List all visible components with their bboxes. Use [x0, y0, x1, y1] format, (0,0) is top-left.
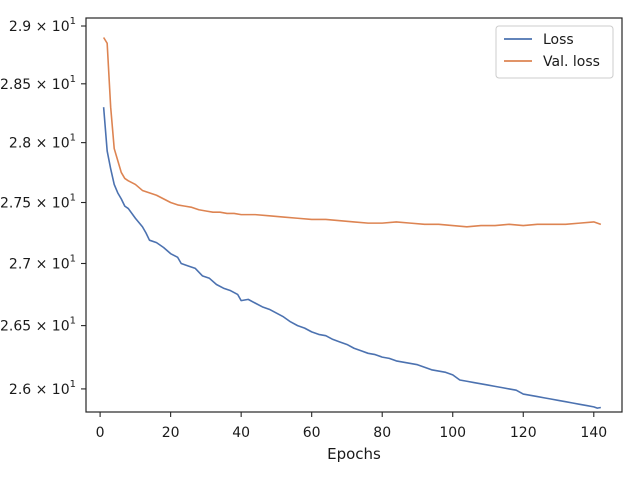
x-tick-label: 40 [232, 425, 250, 441]
y-tick-label: 2.6 × 101 [9, 379, 76, 398]
y-tick-label: 2.75 × 101 [0, 193, 76, 212]
x-tick-label: 120 [510, 425, 537, 441]
x-tick-label: 0 [96, 425, 105, 441]
y-tick-label: 2.8 × 101 [9, 133, 76, 152]
x-axis-label: Epochs [327, 445, 381, 463]
x-tick-label: 80 [373, 425, 391, 441]
axes-layer: 0 20 40 60 80 100 120 140 2.6 × 101 2.65 × 101 2.7… [0, 16, 623, 441]
y-tick-label: 2.85 × 101 [0, 74, 76, 93]
y-tick-label: 2.65 × 101 [0, 316, 76, 335]
axes-frame [85, 17, 623, 413]
plot-background [86, 18, 622, 412]
legend-label: Val. loss [543, 54, 600, 70]
plot-area [86, 18, 622, 412]
x-tick-label: 100 [439, 425, 466, 441]
series-line-1 [102, 37, 602, 228]
series-layer [102, 37, 602, 409]
y-tick-label: 2.9 × 101 [9, 16, 76, 35]
series-line-0 [102, 107, 601, 409]
x-tick-label: 140 [580, 425, 607, 441]
x-tick-label: 20 [162, 425, 180, 441]
legend-label: Loss [543, 32, 574, 48]
y-tick-label: 2.7 × 101 [9, 253, 76, 272]
x-tick-label: 60 [303, 425, 321, 441]
legend: Loss Val. loss [495, 25, 614, 79]
